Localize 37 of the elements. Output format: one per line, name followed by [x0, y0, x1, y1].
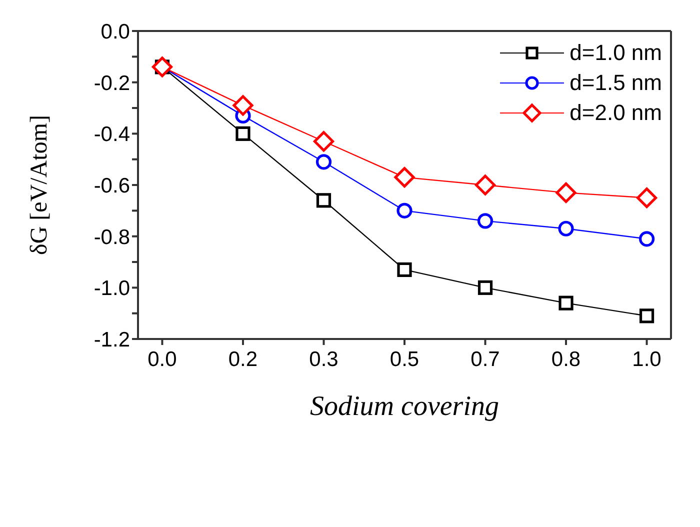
- x-tick-label: 0.2: [228, 348, 258, 371]
- point: [316, 154, 332, 170]
- point: [558, 296, 574, 310]
- point: [556, 182, 576, 203]
- legend-label: d=1.5 nm: [570, 70, 662, 96]
- y-tick-label: 0.0: [100, 20, 130, 44]
- point: [316, 193, 332, 208]
- point: [397, 262, 412, 277]
- x-tick-label: 1.0: [632, 348, 662, 371]
- legend-label: d=1.0 nm: [570, 40, 662, 66]
- x-tick-label: 0.3: [309, 348, 338, 371]
- point: [639, 308, 654, 324]
- y-tick-label: -0.6: [94, 174, 130, 198]
- y-tick-label: -0.4: [94, 123, 130, 146]
- x-axis-title: Sodium covering: [310, 391, 499, 422]
- point: [558, 220, 574, 236]
- point: [236, 126, 250, 141]
- point: [478, 280, 493, 295]
- x-tick-label: 0.5: [390, 348, 420, 371]
- point: [152, 56, 173, 78]
- y-tick-label: -1.0: [94, 277, 130, 300]
- y-tick-label: -0.8: [94, 226, 130, 249]
- y-tick-label: -1.2: [94, 328, 130, 352]
- x-tick-label: 0.0: [148, 348, 177, 371]
- point: [638, 231, 655, 247]
- point: [232, 95, 254, 116]
- x-tick-label: 0.8: [551, 348, 581, 371]
- point: [477, 213, 494, 229]
- point: [394, 167, 415, 188]
- point: [474, 174, 496, 196]
- point: [313, 131, 334, 152]
- point: [636, 188, 658, 208]
- y-axis-title: δG [eV/Atom]: [26, 115, 53, 255]
- legend-label: d=2.0 nm: [570, 100, 662, 126]
- y-tick-label: -0.2: [94, 72, 130, 95]
- point: [396, 202, 412, 218]
- x-tick-label: 0.7: [470, 348, 500, 371]
